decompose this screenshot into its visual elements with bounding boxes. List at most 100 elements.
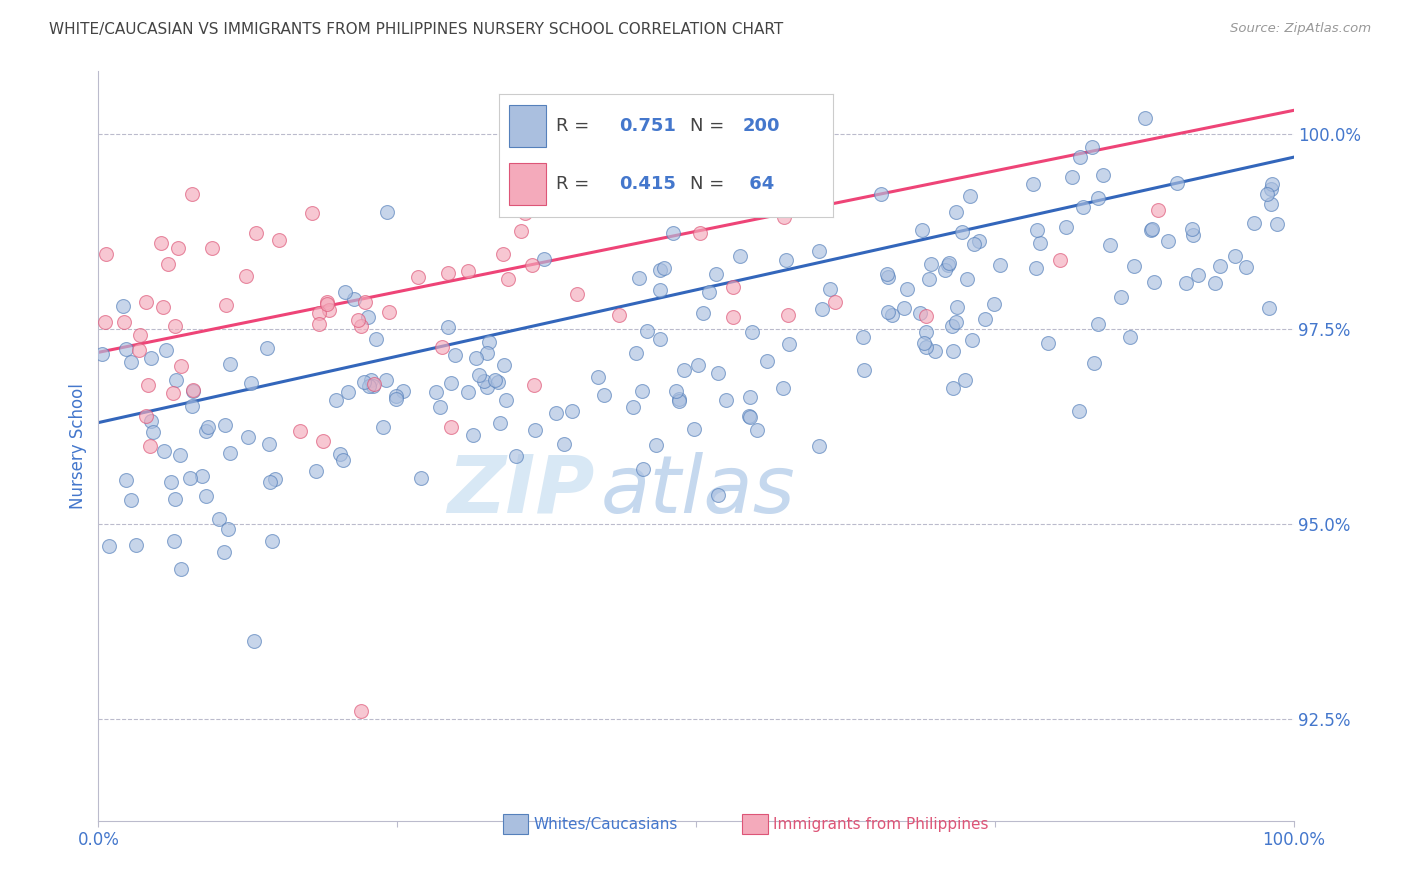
Point: [129, 328, 152, 343]
Point: [915, 309, 938, 323]
Point: [139, 439, 162, 453]
Point: [665, 384, 688, 398]
Point: [668, 393, 690, 408]
Point: [363, 377, 385, 392]
Point: [662, 227, 685, 241]
Point: [1174, 276, 1197, 290]
Point: [533, 252, 555, 267]
Point: [429, 400, 451, 414]
Point: [343, 292, 366, 306]
Point: [357, 310, 380, 325]
Point: [721, 280, 744, 294]
Point: [652, 260, 675, 275]
Point: [962, 334, 984, 348]
Point: [704, 268, 727, 282]
Point: [197, 419, 219, 434]
Point: [1054, 220, 1077, 235]
Point: [1166, 176, 1188, 190]
Point: [738, 409, 761, 424]
Point: [924, 344, 946, 359]
Point: [217, 522, 239, 536]
Point: [1087, 191, 1109, 205]
Point: [290, 424, 312, 438]
Point: [139, 351, 162, 365]
Point: [1133, 112, 1156, 126]
Point: [956, 272, 979, 286]
Point: [97, 539, 120, 553]
Point: [94, 315, 117, 329]
Point: [755, 166, 778, 180]
Point: [1187, 268, 1209, 282]
Point: [593, 112, 616, 126]
Point: [1223, 249, 1246, 263]
Point: [621, 401, 644, 415]
Point: [444, 348, 467, 362]
Point: [657, 194, 679, 209]
Point: [1122, 259, 1144, 273]
Point: [582, 200, 605, 214]
Point: [876, 267, 898, 281]
Point: [181, 399, 204, 413]
Point: [360, 373, 382, 387]
Point: [425, 385, 447, 400]
Point: [877, 304, 900, 318]
Point: [269, 233, 291, 247]
Point: [346, 313, 368, 327]
Point: [239, 376, 262, 391]
Point: [983, 296, 1005, 310]
Point: [807, 439, 830, 453]
Point: [215, 298, 238, 312]
Point: [912, 336, 935, 351]
Point: [607, 308, 630, 322]
Point: [120, 354, 142, 368]
Point: [1209, 259, 1232, 273]
Point: [1060, 170, 1083, 185]
Point: [513, 205, 536, 219]
Point: [522, 258, 544, 272]
Point: [385, 389, 408, 403]
Point: [772, 381, 794, 395]
Point: [472, 374, 495, 388]
Point: [392, 384, 415, 398]
Point: [214, 545, 236, 559]
Point: [457, 384, 479, 399]
Point: [1182, 228, 1205, 243]
Point: [740, 409, 762, 424]
Point: [214, 417, 236, 432]
Point: [523, 423, 546, 437]
Point: [305, 464, 328, 478]
Point: [707, 488, 730, 502]
Point: [165, 373, 187, 387]
Point: [818, 281, 841, 295]
Point: [135, 409, 157, 423]
Point: [357, 379, 380, 393]
Point: [329, 446, 352, 460]
Point: [1049, 253, 1071, 268]
Point: [262, 534, 284, 549]
Point: [1029, 235, 1052, 250]
Point: [489, 416, 512, 430]
Point: [364, 332, 387, 346]
Point: [936, 259, 959, 273]
Point: [245, 226, 267, 240]
Point: [934, 263, 956, 277]
Point: [692, 306, 714, 320]
Point: [194, 424, 217, 438]
Point: [139, 414, 162, 428]
Point: [316, 294, 339, 309]
Point: [624, 346, 647, 360]
Point: [464, 351, 486, 365]
Point: [256, 341, 278, 355]
Point: [477, 380, 499, 394]
Text: Source: ZipAtlas.com: Source: ZipAtlas.com: [1230, 22, 1371, 36]
Point: [153, 444, 176, 458]
Point: [1087, 317, 1109, 331]
Point: [463, 428, 485, 442]
Point: [181, 384, 204, 398]
Y-axis label: Nursery School: Nursery School: [69, 383, 87, 509]
Point: [409, 470, 432, 484]
Point: [457, 264, 479, 278]
Point: [741, 325, 763, 339]
Point: [523, 378, 546, 392]
Point: [631, 384, 654, 399]
